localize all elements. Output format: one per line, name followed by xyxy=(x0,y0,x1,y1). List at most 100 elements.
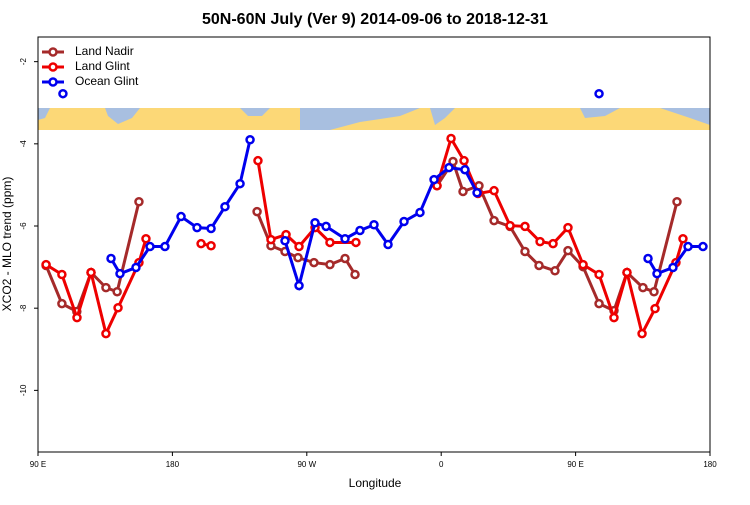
point xyxy=(340,253,350,264)
point xyxy=(448,156,458,167)
x-tick-label: 90 E xyxy=(567,460,583,469)
point xyxy=(58,88,68,99)
point xyxy=(206,223,216,234)
point xyxy=(113,303,123,313)
point xyxy=(563,245,573,256)
point xyxy=(293,252,303,263)
point xyxy=(520,246,530,257)
point xyxy=(460,164,470,175)
point xyxy=(253,155,263,166)
point xyxy=(176,211,186,222)
point xyxy=(192,222,202,233)
point xyxy=(325,259,335,270)
point xyxy=(101,328,111,339)
point xyxy=(643,253,653,264)
x-tick-label: 180 xyxy=(166,460,180,469)
y-tick-label: -6 xyxy=(19,222,28,230)
y-tick-label: -8 xyxy=(19,304,28,312)
point xyxy=(563,222,573,233)
point xyxy=(489,185,499,196)
point xyxy=(578,259,588,270)
x-tick-label: 0 xyxy=(439,460,444,469)
y-tick-label: -2 xyxy=(19,58,28,66)
point xyxy=(458,186,468,197)
point xyxy=(672,197,682,207)
point xyxy=(131,262,141,273)
point xyxy=(678,233,688,244)
point xyxy=(668,262,678,273)
map-strip xyxy=(38,108,710,130)
point xyxy=(340,233,350,244)
point xyxy=(638,282,648,293)
point xyxy=(266,234,276,245)
point xyxy=(622,267,632,278)
point xyxy=(57,269,67,280)
point xyxy=(145,241,155,252)
point xyxy=(505,220,515,231)
point xyxy=(535,236,545,247)
point xyxy=(72,312,82,323)
point xyxy=(383,239,393,250)
series-line xyxy=(44,158,679,314)
point xyxy=(594,298,604,309)
series-line xyxy=(109,139,703,292)
y-axis-label: XCO2 - MLO trend (ppm) xyxy=(0,177,14,312)
point xyxy=(683,241,693,252)
point xyxy=(252,206,262,217)
point xyxy=(245,134,255,145)
point xyxy=(196,238,206,249)
point xyxy=(444,162,454,173)
plot-frame xyxy=(37,36,711,453)
point xyxy=(472,187,482,198)
legend-marker xyxy=(48,77,58,87)
point xyxy=(41,259,51,270)
legend-label: Land Glint xyxy=(75,59,130,73)
legend-label: Ocean Glint xyxy=(75,74,139,88)
point xyxy=(594,269,604,280)
point xyxy=(520,221,530,232)
point xyxy=(112,287,122,297)
point xyxy=(399,216,409,227)
point xyxy=(57,298,67,309)
point xyxy=(309,257,319,268)
point xyxy=(321,221,331,232)
point xyxy=(280,236,290,246)
point xyxy=(637,328,647,339)
point xyxy=(548,238,558,249)
legend-label: Land Nadir xyxy=(75,44,134,58)
x-tick-label: 90 W xyxy=(297,460,316,469)
point xyxy=(355,225,365,236)
point xyxy=(134,197,144,207)
point xyxy=(609,312,619,323)
x-axis-label: Longitude xyxy=(349,476,402,490)
point xyxy=(235,178,245,189)
point xyxy=(350,269,360,280)
point xyxy=(101,282,111,293)
y-tick-label: -10 xyxy=(19,384,28,396)
point xyxy=(141,233,151,244)
point xyxy=(459,155,469,166)
point xyxy=(489,215,499,226)
point xyxy=(220,201,230,212)
series-line xyxy=(45,134,685,339)
point xyxy=(294,241,304,252)
x-tick-label: 90 E xyxy=(30,460,46,469)
point xyxy=(649,287,659,297)
point xyxy=(115,268,125,279)
legend-marker xyxy=(48,47,58,57)
chart-title: 50N-60N July (Ver 9) 2014-09-06 to 2018-… xyxy=(202,11,548,28)
point xyxy=(550,266,560,276)
point xyxy=(206,240,216,251)
point xyxy=(652,268,662,279)
x-tick-label: 180 xyxy=(703,460,717,469)
point xyxy=(415,207,425,218)
point xyxy=(106,253,116,264)
point xyxy=(429,174,439,185)
y-tick-label: -4 xyxy=(19,140,28,148)
point xyxy=(594,88,604,99)
point xyxy=(86,267,96,278)
point xyxy=(310,217,320,228)
point xyxy=(369,220,379,230)
point xyxy=(650,303,660,314)
